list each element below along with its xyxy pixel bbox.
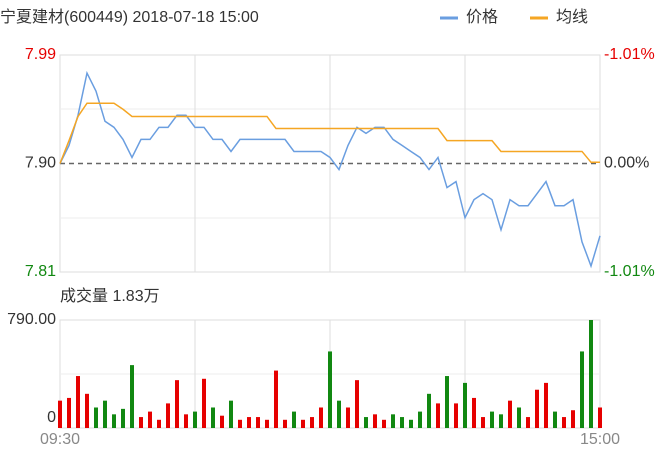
volume-bar [598,407,602,428]
volume-bar [103,400,107,428]
chart-title: 宁夏建材(600449) 2018-07-18 15:00 [0,8,259,26]
volume-bar [418,411,422,428]
volume-bar [256,417,260,428]
volume-bar [301,419,305,428]
volume-bar [139,417,143,428]
volume-bar [265,419,269,428]
volume-bar [76,376,80,428]
volume-bar [229,400,233,428]
volume-bar [445,376,449,428]
volume-bar [130,365,134,428]
volume-bar [499,414,503,428]
volume-bar [427,393,431,428]
y-tick-label: 7.99 [25,46,56,63]
volume-title: 成交量 1.83万 [60,287,160,305]
volume-bar [121,408,125,428]
volume-bar [553,411,557,428]
volume-bar [58,400,62,428]
y-tick-label: 7.81 [25,263,56,280]
volume-bar [436,403,440,428]
volume-bar [238,419,242,428]
y-tick-label: 7.90 [25,155,56,172]
volume-bar [544,382,548,428]
volume-bar [274,370,278,428]
y2-tick-label: -1.01% [604,46,655,63]
volume-bar [490,411,494,428]
volume-bar [328,351,332,428]
y-tick-label: 790.00 [7,311,56,328]
volume-bar [319,407,323,428]
volume-bar [373,414,377,428]
volume-bar [409,419,413,428]
volume-bar [346,407,350,428]
volume-bar [202,378,206,428]
y-tick-label: 0 [47,409,56,426]
volume-bar [67,397,71,428]
volume-bar [283,419,287,428]
volume-bar [364,417,368,428]
volume-bar [382,419,386,428]
y2-tick-label: 0.00% [604,155,649,172]
volume-bar [310,417,314,428]
volume-bar [454,403,458,428]
volume-bar [166,403,170,428]
price-line [59,70,601,269]
price-line [59,102,600,164]
volume-bar [157,419,161,428]
volume-bar [292,411,296,428]
volume-bar [148,411,152,428]
volume-bar [193,411,197,428]
volume-bar [400,417,404,428]
volume-bar [580,351,584,428]
volume-bar [220,415,224,428]
volume-bar [571,410,575,428]
legend-label: 均线 [556,8,588,26]
volume-bar [463,382,467,428]
volume-bar [211,407,215,428]
y2-tick-label: -1.01% [604,263,655,280]
volume-bar [391,414,395,428]
volume-bar [175,380,179,428]
volume-bar [508,400,512,428]
volume-bar [517,407,521,428]
legend-label: 价格 [466,8,498,26]
volume-bar [472,397,476,428]
volume-bar [112,414,116,428]
volume-bar [337,400,341,428]
volume-bar [481,417,485,428]
x-tick-label: 09:30 [40,431,80,448]
volume-bar [184,414,188,428]
volume-bar [526,417,530,428]
volume-bar [355,380,359,428]
volume-bar [562,417,566,428]
x-tick-label: 15:00 [580,431,620,448]
volume-bar [247,417,251,428]
volume-bar [94,407,98,428]
volume-bar [589,320,593,428]
volume-bar [535,389,539,428]
volume-bar [85,393,89,428]
